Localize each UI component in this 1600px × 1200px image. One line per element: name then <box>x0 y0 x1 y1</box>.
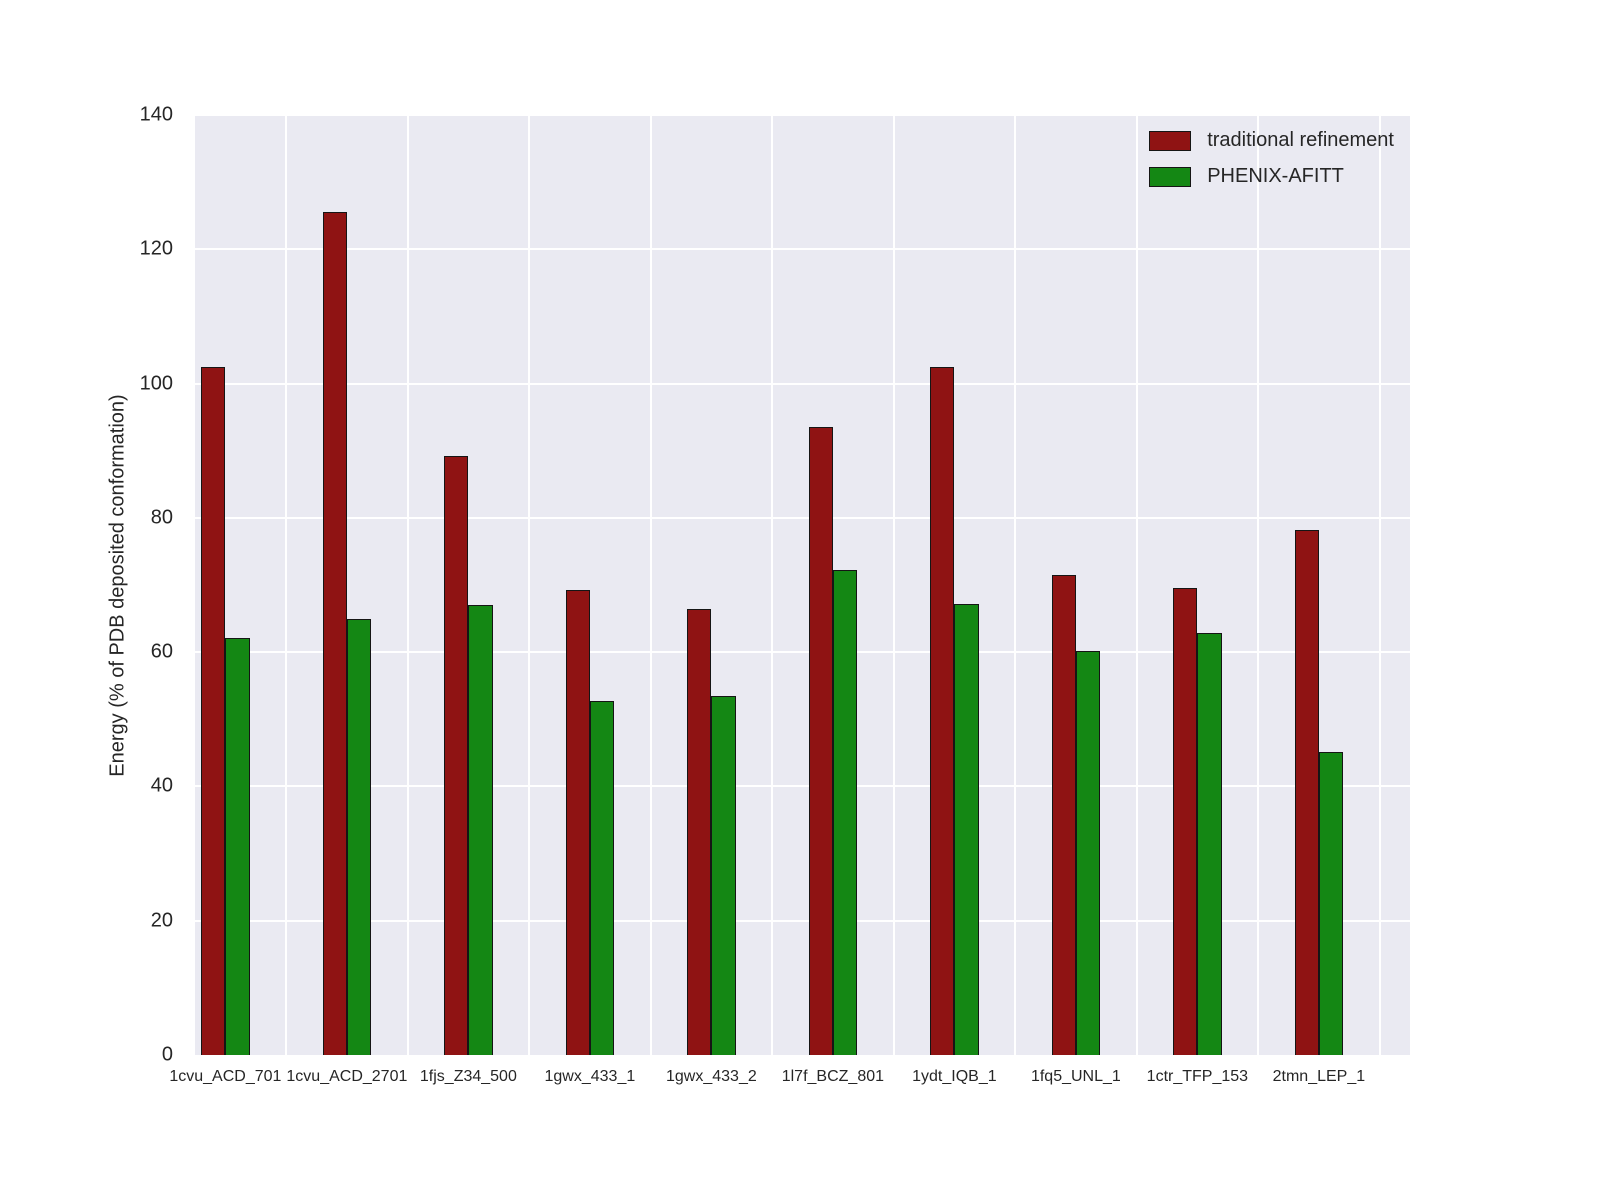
bar-1gwx_433_2-traditional <box>687 608 712 1055</box>
bar-1gwx_433_1-traditional <box>565 590 590 1055</box>
x-tick-label: 1ctr_TFP_153 <box>1146 1068 1249 1085</box>
gridline-vertical <box>1257 115 1260 1055</box>
legend-swatch-traditional-refinement <box>1149 130 1192 151</box>
gridline-vertical <box>1014 115 1017 1055</box>
y-axis-label-text: Energy (% of PDB deposited conformation) <box>106 393 129 777</box>
x-tick-label: 1l7f_BCZ_801 <box>781 1068 885 1085</box>
gridline-horizontal <box>195 785 1410 788</box>
bar-1cvu_ACD_2701-afitt <box>346 618 372 1055</box>
gridline-vertical <box>406 115 409 1055</box>
x-tick-label: 1fjs_Z34_500 <box>419 1068 517 1085</box>
legend-item-traditional-refinement: traditional refinement <box>1149 129 1394 152</box>
legend-label-phenix-afitt: PHENIX-AFITT <box>1207 165 1344 187</box>
y-tick-label: 60 <box>150 640 173 663</box>
gridline-vertical <box>771 115 774 1055</box>
y-axis-ticks: 0 20 40 60 80 100 120 140 <box>0 104 183 1066</box>
gridline-horizontal <box>195 114 1410 116</box>
bar-1gwx_433_1-afitt <box>589 700 615 1055</box>
x-tick-label: 1cvu_ACD_2701 <box>286 1068 408 1085</box>
bar-1fq5_UNL_1-afitt <box>1075 651 1101 1055</box>
bar-1ctr_TFP_153-afitt <box>1197 632 1222 1055</box>
y-tick-label: 0 <box>161 1043 173 1066</box>
y-axis-label: Energy (% of PDB deposited conformation) <box>98 115 138 1055</box>
plot-area: traditional refinement PHENIX-AFITT <box>195 114 1410 1055</box>
legend-label-traditional-refinement: traditional refinement <box>1207 129 1394 151</box>
bar-1ctr_TFP_153-traditional <box>1173 588 1198 1055</box>
bar-1cvu_ACD_701-traditional <box>201 366 226 1055</box>
bar-1cvu_ACD_2701-traditional <box>322 212 347 1055</box>
y-tick-label: 40 <box>150 774 173 797</box>
gridline-vertical <box>892 115 895 1055</box>
bar-1ydt_IQB_1-afitt <box>954 603 979 1055</box>
gridline-vertical <box>285 115 288 1055</box>
gridline-horizontal <box>195 516 1410 519</box>
legend-item-phenix-afitt: PHENIX-AFITT <box>1149 165 1394 188</box>
bar-2tmn_LEP_1-afitt <box>1318 752 1344 1055</box>
x-tick-label: 1ydt_IQB_1 <box>912 1068 997 1085</box>
gridline-vertical <box>528 115 531 1055</box>
gridline-vertical <box>1135 115 1138 1055</box>
gridline-horizontal <box>195 248 1410 251</box>
gridline-horizontal <box>195 651 1410 654</box>
bar-1fq5_UNL_1-traditional <box>1051 574 1076 1055</box>
x-axis-ticks: 1cvu_ACD_701 1cvu_ACD_2701 1fjs_Z34_500 1gw… <box>169 1068 1410 1098</box>
bar-1fjs_Z34_500-traditional <box>444 456 469 1055</box>
legend-swatch-phenix-afitt <box>1149 166 1192 187</box>
x-tick-label: 1cvu_ACD_701 <box>169 1068 282 1085</box>
bar-1ydt_IQB_1-traditional <box>930 367 955 1055</box>
bar-2tmn_LEP_1-traditional <box>1294 529 1319 1055</box>
gridline-horizontal <box>195 919 1410 922</box>
gridline-vertical <box>1378 115 1381 1055</box>
x-tick-label: 1gwx_433_2 <box>666 1068 757 1085</box>
y-tick-label: 80 <box>150 506 173 529</box>
bar-1l7f_BCZ_801-afitt <box>832 569 858 1055</box>
y-tick-label: 140 <box>139 103 173 126</box>
bar-1cvu_ACD_701-afitt <box>225 638 250 1055</box>
bar-1fjs_Z34_500-afitt <box>468 605 493 1055</box>
y-tick-label: 120 <box>139 237 173 260</box>
bar-1gwx_433_2-afitt <box>711 696 736 1055</box>
legend: traditional refinement PHENIX-AFITT <box>1149 129 1394 188</box>
gridline-horizontal <box>195 382 1410 385</box>
bar-1l7f_BCZ_801-traditional <box>808 427 833 1055</box>
x-tick-label: 1gwx_433_1 <box>544 1068 636 1085</box>
x-tick-label: 1fq5_UNL_1 <box>1030 1068 1121 1085</box>
y-tick-label: 20 <box>150 909 173 932</box>
y-tick-label: 100 <box>139 372 173 395</box>
x-tick-label: 2tmn_LEP_1 <box>1272 1068 1366 1085</box>
gridline-vertical <box>649 115 652 1055</box>
